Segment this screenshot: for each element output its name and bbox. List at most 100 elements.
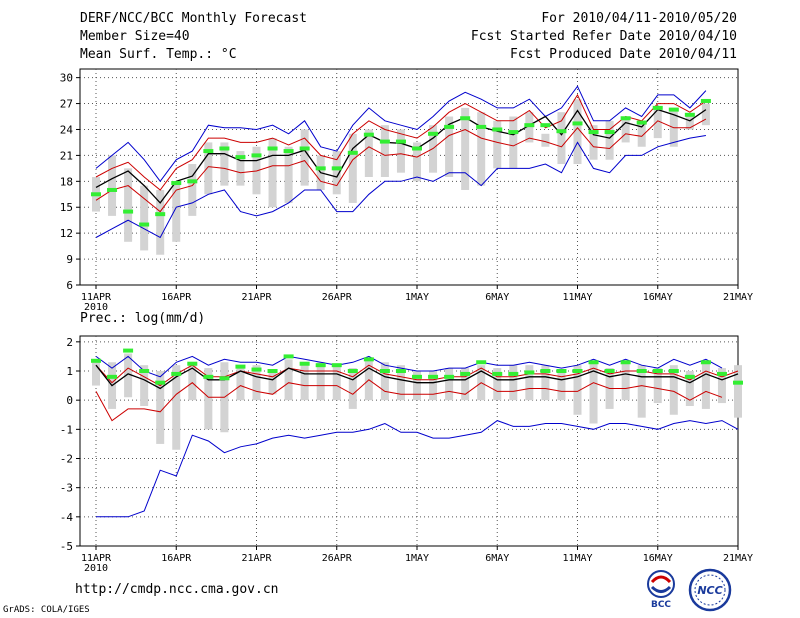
precipitation-obs-bar — [429, 371, 438, 401]
precipitation-obs-marker — [668, 369, 679, 373]
temperature-obs-bar — [300, 129, 309, 186]
forecast-period: For 2010/04/11-2010/05/20 — [541, 11, 737, 26]
temperature-obs-bar — [493, 120, 502, 169]
temperature-obs-bar — [621, 116, 630, 143]
precipitation-x-tick-label: 6MAY — [485, 553, 509, 564]
temperature-obs-bar — [236, 151, 245, 186]
ncc-logo-text: NCC — [697, 584, 722, 597]
temperature-obs-marker — [460, 116, 471, 121]
precipitation-obs-bar — [653, 368, 662, 404]
temperature-obs-marker — [700, 98, 711, 103]
precipitation-obs-bar — [461, 368, 470, 401]
precipitation-obs-bar — [525, 365, 534, 401]
precipitation-mean-line — [95, 364, 739, 390]
temperature-x-year-label: 2010 — [84, 302, 108, 313]
precipitation-obs-marker — [363, 357, 374, 362]
temperature-obs-marker — [444, 124, 455, 129]
precipitation-obs-bar — [140, 365, 149, 406]
temperature-y-tick-label: 12 — [60, 227, 73, 240]
temperature-obs-marker — [684, 112, 695, 117]
temperature-plot-frame — [79, 68, 739, 286]
temperature-x-tick-label: 16MAY — [643, 292, 673, 303]
temperature-obs-bar — [637, 120, 646, 147]
precipitation-x-tick-label: 21APR — [241, 553, 272, 564]
precipitation-x-tick-label: 11MAY — [562, 553, 592, 564]
temperature-obs-bar — [509, 116, 518, 169]
precipitation-obs-bar — [156, 371, 165, 444]
precipitation-obs-marker — [588, 360, 599, 365]
precipitation-obs-marker — [171, 371, 182, 376]
ncc-logo: NCC — [688, 568, 732, 612]
precipitation-obs-marker — [315, 363, 326, 368]
temperature-obs-bar — [413, 142, 421, 182]
temperature-y-tick-label: 21 — [60, 149, 73, 162]
temperature-obs-marker — [347, 150, 358, 155]
forecast-produced-date: Fcst Produced Date 2010/04/11 — [510, 47, 737, 62]
temperature-obs-marker — [171, 181, 182, 186]
precipitation-obs-bar — [316, 362, 325, 401]
temperature-obs-bar — [348, 133, 357, 203]
temperature-obs-marker — [299, 146, 310, 151]
precipitation-obs-marker — [379, 369, 390, 373]
temperature-obs-marker — [668, 107, 679, 112]
precipitation-y-tick-label: -4 — [60, 511, 74, 524]
bcc-logo-text: BCC — [651, 600, 671, 609]
temperature-x-tick-label: 11MAY — [562, 292, 592, 303]
precipitation-obs-marker — [460, 371, 471, 376]
chart-title: DERF/NCC/BCC Monthly Forecast — [80, 11, 307, 26]
temperature-obs-marker — [652, 105, 663, 110]
precipitation-obs-bar — [557, 371, 566, 401]
precipitation-obs-bar — [493, 368, 502, 401]
precipitation-obs-marker — [572, 369, 583, 373]
source-url[interactable]: http://cmdp.ncc.cma.gov.cn — [75, 582, 279, 597]
precipitation-obs-marker — [251, 367, 262, 372]
precipitation-y-tick-label: -3 — [60, 482, 73, 495]
precipitation-obs-marker — [107, 374, 118, 379]
temperature-x-tick-label: 21MAY — [723, 292, 753, 303]
precipitation-y-tick-label: 1 — [66, 365, 73, 378]
temperature-obs-bar — [268, 138, 277, 208]
precipitation-obs-marker — [508, 371, 519, 376]
precipitation-obs-bar — [541, 365, 550, 401]
precipitation-y-tick-label: -5 — [60, 540, 73, 553]
precipitation-obs-marker — [155, 380, 166, 385]
temperature-y-tick-label: 27 — [60, 98, 73, 111]
temperature-obs-marker — [107, 187, 118, 192]
temperature-obs-bar — [188, 164, 197, 216]
temperature-obs-marker — [508, 130, 519, 135]
precipitation-obs-marker — [652, 369, 663, 373]
temperature-obs-bar — [685, 116, 694, 130]
precipitation-obs-bar — [734, 365, 742, 418]
precipitation-obs-marker — [139, 369, 150, 373]
temperature-obs-bar — [220, 142, 229, 186]
temperature-obs-marker — [620, 116, 631, 121]
precipitation-obs-marker — [444, 374, 455, 379]
precipitation-obs-marker — [524, 370, 535, 375]
precipitation-obs-bar — [188, 362, 197, 401]
temperature-obs-bar — [172, 181, 181, 242]
precipitation-obs-bar — [172, 365, 181, 450]
precipitation-obs-bar — [204, 368, 213, 430]
temperature-obs-bar — [204, 142, 213, 195]
temperature-obs-marker — [251, 153, 262, 158]
temperature-min-line — [95, 135, 706, 239]
temperature-obs-bar — [541, 133, 550, 147]
temperature-obs-bar — [108, 155, 117, 216]
temperature-obs-bar — [124, 168, 133, 242]
temperature-obs-bar — [332, 151, 341, 195]
precipitation-x-tick-label: 16MAY — [643, 553, 673, 564]
temperature-obs-marker — [524, 123, 535, 128]
temperature-obs-marker — [412, 146, 422, 151]
precipitation-obs-marker — [123, 348, 134, 353]
temperature-obs-bar — [573, 99, 582, 165]
temperature-y-tick-label: 18 — [60, 175, 73, 188]
temperature-obs-marker — [556, 129, 567, 134]
precipitation-obs-bar — [348, 368, 357, 409]
temperature-obs-marker — [91, 192, 101, 197]
precipitation-obs-bar — [621, 362, 630, 401]
precipitation-obs-bar — [268, 371, 277, 395]
precipitation-p-low-line — [95, 379, 723, 422]
precipitation-obs-marker — [203, 374, 214, 379]
temperature-obs-bar — [445, 116, 454, 177]
precipitation-obs-bar — [92, 359, 100, 386]
